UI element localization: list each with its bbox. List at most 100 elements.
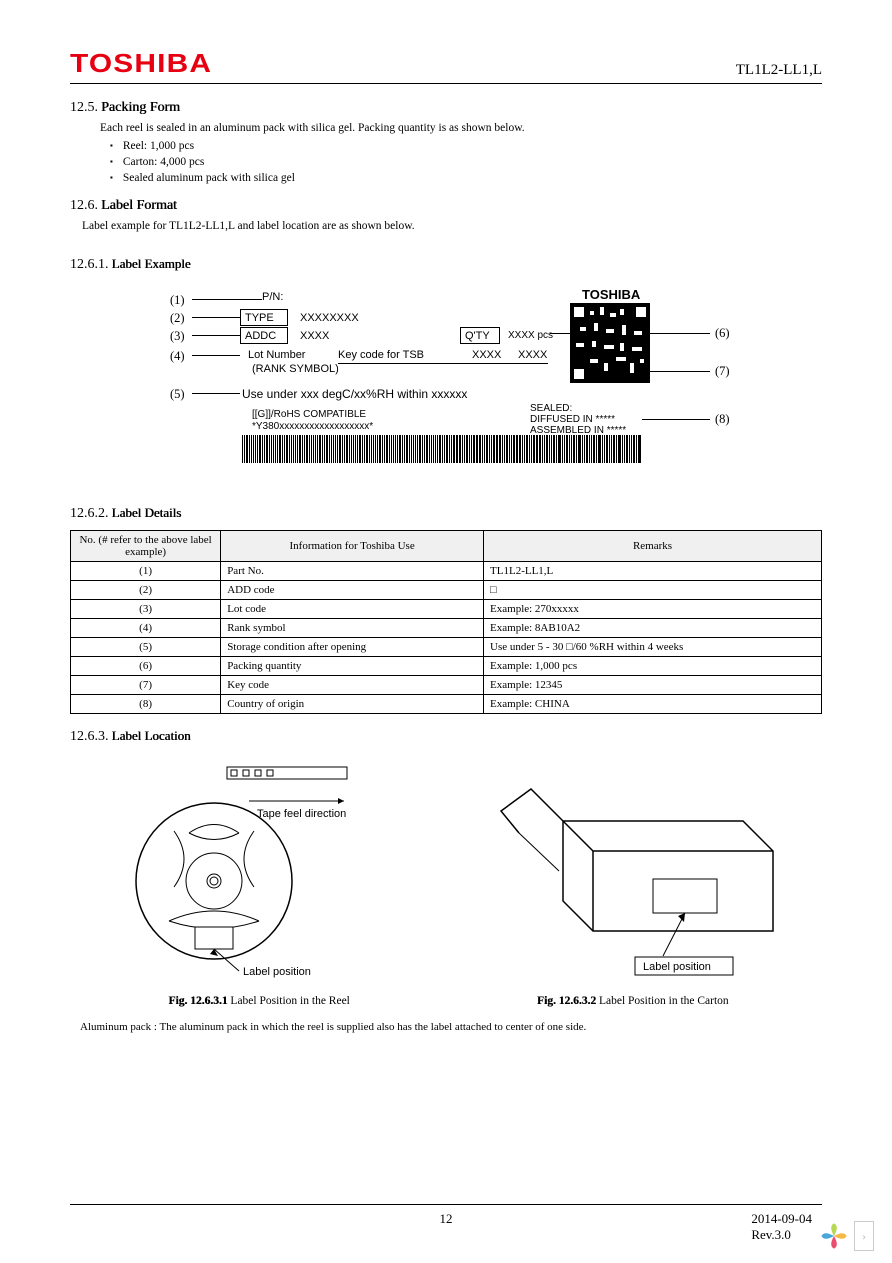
- lot-label: Lot Number: [248, 349, 305, 361]
- anno-1: (1): [170, 293, 185, 308]
- section-label-format: 12.6. Label Format Label example for TL1…: [70, 198, 822, 232]
- section-title: Label Details: [112, 505, 182, 520]
- diffused: DIFFUSED IN *****: [530, 414, 615, 425]
- page-footer: 12 2014-09-04 Rev.3.0: [70, 1204, 822, 1227]
- cell-info: Packing quantity: [221, 657, 484, 676]
- list-item: Carton: 4,000 pcs: [110, 156, 822, 168]
- addc-value: XXXX: [300, 330, 329, 342]
- section-label-location: 12.6.3. Label Location Tape feel directi…: [70, 728, 822, 1033]
- section-label-example: 12.6.1. Label Example (1) (2) (3) (4) (5…: [70, 256, 822, 491]
- cell-no: (6): [71, 657, 221, 676]
- lead-line: [550, 333, 574, 334]
- next-button[interactable]: ›: [854, 1221, 874, 1251]
- cell-no: (5): [71, 638, 221, 657]
- anno-8: (8): [715, 412, 730, 427]
- cell-no: (1): [71, 562, 221, 581]
- section-number: 12.6.3.: [70, 729, 109, 744]
- cell-info: Key code: [221, 676, 484, 695]
- section-label-details: 12.6.2. Label Details No. (# refer to th…: [70, 505, 822, 714]
- part-number: TL1L2-LL1,L: [736, 62, 822, 79]
- page-number: 12: [440, 1211, 453, 1227]
- cell-remarks: □: [484, 581, 822, 600]
- cell-no: (7): [71, 676, 221, 695]
- lot-v2: XXXX: [518, 349, 547, 361]
- section-title: Label Example: [112, 256, 191, 271]
- cell-info: Part No.: [221, 562, 484, 581]
- label-diagram: (1) (2) (3) (4) (5) P/N: TYPE XXXXXXXX A…: [170, 291, 770, 491]
- figure-caption: Fig. 12.6.3.1 Label Position in the Reel: [100, 995, 418, 1007]
- th-info: Information for Toshiba Use: [221, 531, 484, 562]
- section-number: 12.6.: [70, 198, 98, 213]
- lead-line: [192, 317, 240, 318]
- label-position-text: Label position: [643, 961, 711, 973]
- cell-remarks: Example: CHINA: [484, 695, 822, 714]
- section-intro: Label example for TL1L2-LL1,L and label …: [82, 220, 822, 232]
- type-box: TYPE: [240, 309, 288, 326]
- table-row: (7)Key codeExample: 12345: [71, 676, 822, 695]
- anno-2: (2): [170, 311, 185, 326]
- aluminum-note: Aluminum pack : The aluminum pack in whi…: [80, 1021, 822, 1033]
- section-title: Label Format: [101, 198, 177, 213]
- list-item: Reel: 1,000 pcs: [110, 140, 822, 152]
- barcode-icon: [242, 435, 642, 463]
- section-intro: Each reel is sealed in an aluminum pack …: [100, 122, 822, 134]
- reel-diagram: Tape feel direction Label position Fig. …: [100, 761, 418, 1007]
- addc-box: ADDC: [240, 327, 288, 344]
- section-number: 12.6.1.: [70, 257, 109, 272]
- cell-no: (8): [71, 695, 221, 714]
- cell-remarks: TL1L2-LL1,L: [484, 562, 822, 581]
- anno-6: (6): [715, 326, 730, 341]
- lead-line: [192, 299, 262, 300]
- cell-remarks: Use under 5 - 30 □/60 %RH within 4 weeks: [484, 638, 822, 657]
- figure-caption: Fig. 12.6.3.2 Label Position in the Cart…: [474, 995, 792, 1007]
- cell-info: Lot code: [221, 600, 484, 619]
- rohs: [[G]]/RoHS COMPATIBLE: [252, 409, 366, 420]
- lead-line: [192, 335, 240, 336]
- cell-info: ADD code: [221, 581, 484, 600]
- cell-remarks: Example: 12345: [484, 676, 822, 695]
- qty-box: Q'TY: [460, 327, 500, 344]
- lead-line: [192, 355, 240, 356]
- table-row: (1)Part No.TL1L2-LL1,L: [71, 562, 822, 581]
- location-diagrams: Tape feel direction Label position Fig. …: [70, 761, 822, 1007]
- cell-remarks: Example: 8AB10A2: [484, 619, 822, 638]
- section-title: Label Location: [112, 728, 191, 743]
- lead-line: [650, 333, 710, 334]
- type-value: XXXXXXXX: [300, 312, 359, 324]
- table-row: (4)Rank symbolExample: 8AB10A2: [71, 619, 822, 638]
- pinwheel-icon: [820, 1222, 848, 1250]
- bullet-list: Reel: 1,000 pcs Carton: 4,000 pcs Sealed…: [110, 140, 822, 184]
- label-details-table: No. (# refer to the above label example)…: [70, 530, 822, 714]
- cell-no: (4): [71, 619, 221, 638]
- sealed: SEALED:: [530, 403, 572, 414]
- lead-line: [650, 371, 710, 372]
- table-row: (3)Lot codeExample: 270xxxxx: [71, 600, 822, 619]
- cell-remarks: Example: 270xxxxx: [484, 600, 822, 619]
- table-row: (2)ADD code□: [71, 581, 822, 600]
- section-packing-form: 12.5. Packing Form Each reel is sealed i…: [70, 100, 822, 184]
- cell-no: (3): [71, 600, 221, 619]
- carton-icon: Label position: [483, 761, 783, 981]
- footer-date: 2014-09-04: [751, 1211, 812, 1227]
- anno-4: (4): [170, 349, 185, 364]
- qty-value: XXXX pcs: [508, 330, 553, 341]
- keycode-label: Key code for TSB: [338, 349, 424, 361]
- tape-direction-text: Tape feel direction: [257, 808, 346, 820]
- th-no: No. (# refer to the above label example): [71, 531, 221, 562]
- lead-line: [642, 419, 710, 420]
- table-row: (5)Storage condition after openingUse un…: [71, 638, 822, 657]
- label-position-text: Label position: [243, 966, 311, 978]
- section-number: 12.5.: [70, 100, 98, 115]
- cell-remarks: Example: 1,000 pcs: [484, 657, 822, 676]
- pn-label: P/N:: [262, 291, 283, 303]
- reel-icon: Tape feel direction Label position: [119, 761, 399, 981]
- section-title: Packing Form: [101, 100, 180, 115]
- lot-v1: XXXX: [472, 349, 501, 361]
- toshiba-logo: TOSHIBA: [70, 48, 212, 79]
- anno-5: (5): [170, 387, 185, 402]
- cell-no: (2): [71, 581, 221, 600]
- use-under: Use under xxx degC/xx%RH within xxxxxx: [242, 387, 467, 401]
- carton-diagram: Label position Fig. 12.6.3.2 Label Posit…: [474, 761, 792, 1007]
- section-number: 12.6.2.: [70, 506, 109, 521]
- anno-7: (7): [715, 364, 730, 379]
